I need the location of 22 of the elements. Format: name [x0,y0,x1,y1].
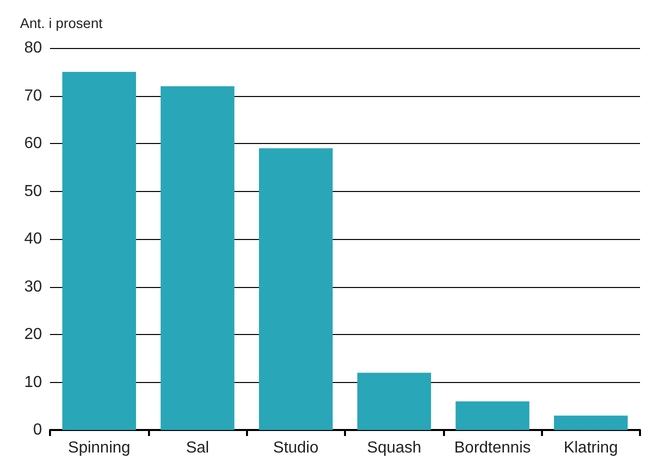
y-axis-title: Ant. i prosent [20,15,103,31]
x-tick-label: Squash [367,440,422,456]
y-tick-label: 0 [33,422,42,438]
bar [456,401,530,430]
y-tick-label: 20 [24,326,42,343]
x-tick-label: Spinning [68,440,130,456]
x-tick-label: Bordtennis [454,440,531,456]
x-tick-label: Sal [186,440,210,456]
bar [258,148,333,430]
y-tick-label: 60 [24,135,42,152]
y-tick-label: 30 [24,278,42,296]
y-tick-label: 80 [24,40,42,56]
bar [554,416,628,430]
bar [62,72,136,430]
y-tick-label: 10 [24,374,42,391]
y-tick-label: 40 [24,230,42,248]
bar [160,86,234,430]
bar [357,372,432,430]
x-tick-label: Studio [273,440,319,456]
y-tick-label: 70 [24,87,42,104]
y-tick-label: 50 [24,182,42,200]
x-tick-label: Klatring [564,440,618,456]
